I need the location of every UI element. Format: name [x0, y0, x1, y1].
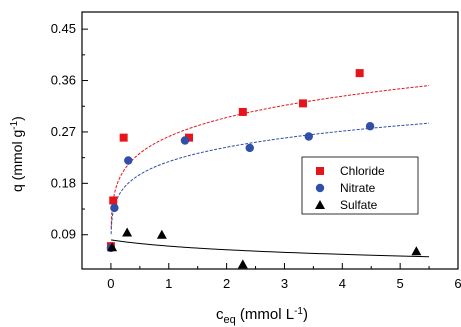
plot-frame: [81, 11, 459, 270]
legend-marker-sulfate: [315, 200, 325, 209]
legend-marker-chloride: [316, 167, 324, 175]
data-point-sulfate: [122, 227, 133, 237]
y-tick-label: 0.36: [51, 73, 76, 88]
data-points: [106, 69, 422, 269]
data-point-chloride: [119, 133, 128, 142]
data-point-sulfate: [411, 246, 422, 256]
y-tick-label: 0.18: [51, 175, 76, 190]
data-point-nitrate: [124, 156, 133, 165]
fit-curves: [110, 85, 430, 258]
x-tick-label: 3: [281, 276, 288, 291]
data-point-nitrate: [365, 122, 375, 131]
data-point-sulfate: [156, 229, 167, 239]
y-tick-label: 0.27: [51, 124, 76, 139]
x-axis: 0 1 2 3 4 5 6: [107, 263, 461, 291]
y-axis-title: q (mmol g-1): [9, 116, 25, 192]
legend-label-sulfate: Sulfate: [340, 198, 378, 212]
data-point-sulfate: [237, 259, 248, 269]
x-tick-label: 0: [107, 276, 114, 291]
data-point-nitrate: [180, 136, 190, 145]
x-tick-label: 2: [223, 276, 230, 291]
data-point-chloride: [185, 133, 194, 142]
y-tick-label: 0.09: [51, 227, 76, 242]
fit-curve-chloride: [110, 85, 430, 229]
legend-label-nitrate: Nitrate: [340, 181, 376, 195]
legend-marker-nitrate: [315, 183, 325, 193]
data-point-chloride: [238, 107, 247, 116]
data-point-chloride: [355, 69, 364, 78]
legend-label-chloride: Chloride: [340, 164, 385, 178]
data-point-chloride: [109, 196, 118, 205]
data-point-chloride: [298, 99, 307, 108]
y-tick-label: 0.45: [51, 21, 76, 36]
x-tick-label: 6: [454, 276, 461, 291]
x-tick-label: 1: [165, 276, 172, 291]
x-axis-title: ceq (mmol L-1): [216, 306, 308, 326]
data-point-nitrate: [245, 143, 254, 153]
data-point-nitrate: [110, 203, 119, 213]
x-tick-label: 4: [339, 276, 346, 291]
y-axis: 0.09 0.18 0.27 0.36 0.45: [51, 21, 88, 242]
fit-curve-nitrate: [110, 122, 430, 235]
data-point-nitrate: [304, 132, 313, 141]
fit-curve-sulfate: [110, 239, 430, 258]
data-point-sulfate: [107, 242, 118, 252]
legend: Chloride Nitrate Sulfate: [301, 156, 419, 215]
x-tick-label: 5: [397, 276, 404, 291]
